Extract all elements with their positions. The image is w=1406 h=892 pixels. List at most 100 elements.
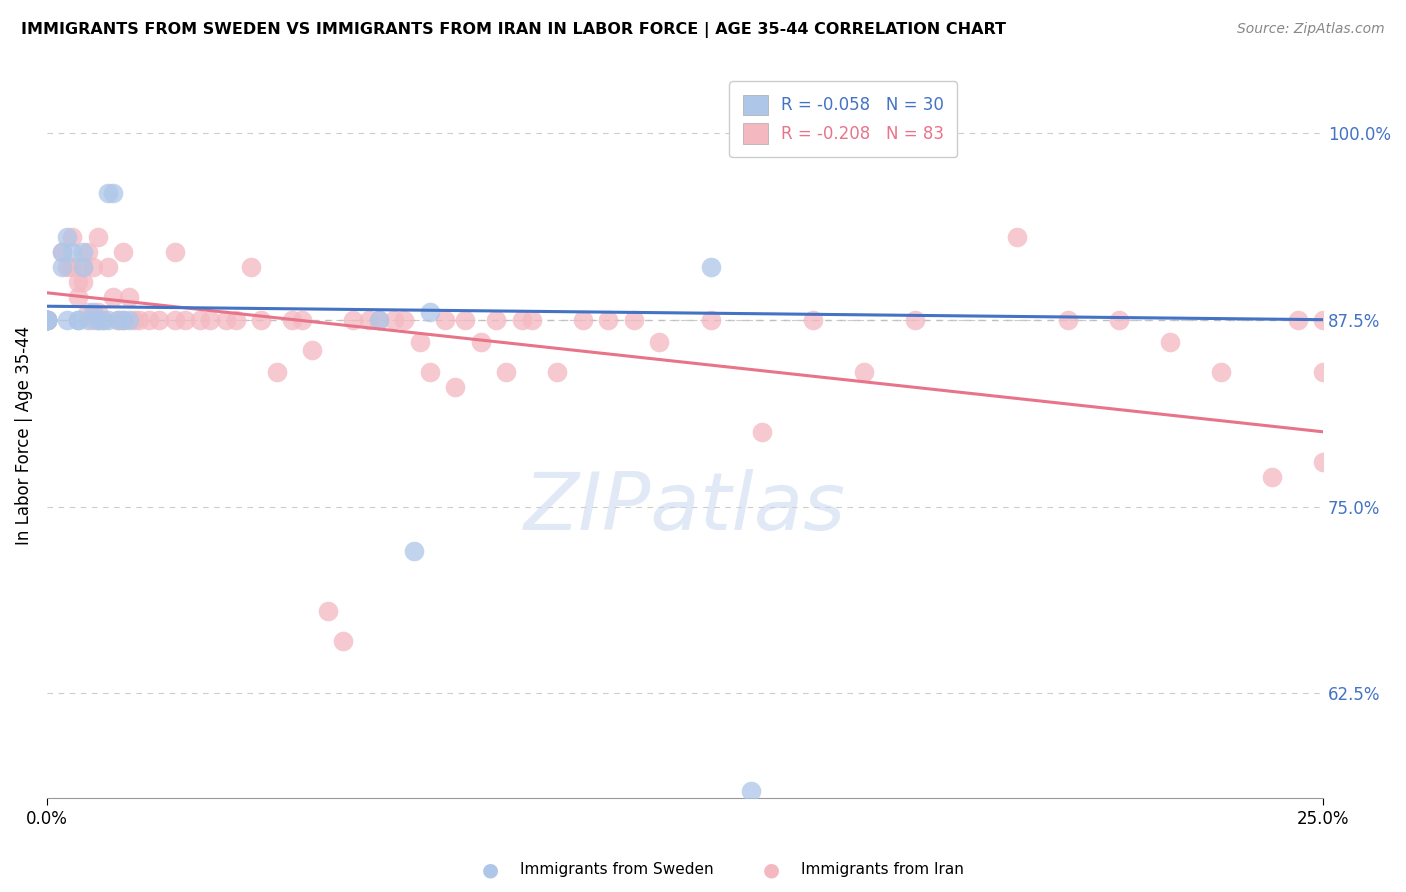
Text: IMMIGRANTS FROM SWEDEN VS IMMIGRANTS FROM IRAN IN LABOR FORCE | AGE 35-44 CORREL: IMMIGRANTS FROM SWEDEN VS IMMIGRANTS FRO… xyxy=(21,22,1007,38)
Point xyxy=(107,312,129,326)
Point xyxy=(35,312,58,326)
Point xyxy=(97,186,120,200)
Point xyxy=(51,260,73,275)
Point xyxy=(56,230,79,244)
Point xyxy=(1286,312,1309,326)
Point xyxy=(394,312,416,326)
Point xyxy=(1159,335,1181,350)
Text: Immigrants from Iran: Immigrants from Iran xyxy=(801,863,965,877)
Point xyxy=(103,290,125,304)
Point xyxy=(1261,469,1284,483)
Point xyxy=(367,312,389,326)
Point xyxy=(240,260,263,275)
Point xyxy=(404,544,426,558)
Point xyxy=(76,245,98,260)
Point xyxy=(281,312,304,326)
Point xyxy=(117,312,139,326)
Point xyxy=(66,275,89,289)
Point xyxy=(112,312,135,326)
Point xyxy=(35,312,58,326)
Point xyxy=(342,312,364,326)
Point xyxy=(434,312,457,326)
Point xyxy=(1057,312,1080,326)
Point xyxy=(740,783,762,797)
Text: ZIPatlas: ZIPatlas xyxy=(524,469,846,547)
Point xyxy=(87,312,110,326)
Point xyxy=(904,312,927,326)
Point xyxy=(35,312,58,326)
Point xyxy=(332,634,354,648)
Point xyxy=(35,312,58,326)
Point xyxy=(801,312,824,326)
Point xyxy=(87,230,110,244)
Point xyxy=(62,245,84,260)
Point xyxy=(301,343,323,357)
Point xyxy=(1209,365,1232,379)
Point xyxy=(266,365,288,379)
Point xyxy=(76,305,98,319)
Point xyxy=(107,312,129,326)
Text: Source: ZipAtlas.com: Source: ZipAtlas.com xyxy=(1237,22,1385,37)
Point xyxy=(1108,312,1130,326)
Point xyxy=(117,290,139,304)
Point xyxy=(82,260,104,275)
Point xyxy=(66,290,89,304)
Point xyxy=(598,312,620,326)
Point xyxy=(485,312,508,326)
Point xyxy=(35,312,58,326)
Point xyxy=(87,305,110,319)
Point xyxy=(103,186,125,200)
Text: Immigrants from Sweden: Immigrants from Sweden xyxy=(520,863,714,877)
Point xyxy=(97,260,120,275)
Point xyxy=(382,312,405,326)
Point xyxy=(35,312,58,326)
Point xyxy=(291,312,314,326)
Point xyxy=(62,230,84,244)
Point xyxy=(648,335,671,350)
Point xyxy=(225,312,247,326)
Point xyxy=(444,380,467,394)
Point xyxy=(87,312,110,326)
Point xyxy=(316,604,339,618)
Point xyxy=(188,312,211,326)
Point xyxy=(572,312,595,326)
Y-axis label: In Labor Force | Age 35-44: In Labor Force | Age 35-44 xyxy=(15,326,32,545)
Point xyxy=(852,365,875,379)
Point xyxy=(97,312,120,326)
Point xyxy=(35,312,58,326)
Point xyxy=(35,312,58,326)
Point xyxy=(173,312,195,326)
Point xyxy=(72,245,94,260)
Point xyxy=(1312,365,1334,379)
Point xyxy=(623,312,645,326)
Point xyxy=(1312,312,1334,326)
Point xyxy=(72,275,94,289)
Point xyxy=(56,260,79,275)
Point xyxy=(35,312,58,326)
Point xyxy=(72,260,94,275)
Point xyxy=(91,312,114,326)
Point xyxy=(35,312,58,326)
Point xyxy=(82,312,104,326)
Point xyxy=(510,312,533,326)
Point xyxy=(546,365,568,379)
Point xyxy=(1312,455,1334,469)
Point xyxy=(76,312,98,326)
Point xyxy=(250,312,273,326)
Point xyxy=(35,312,58,326)
Point xyxy=(214,312,236,326)
Point xyxy=(163,245,186,260)
Point xyxy=(1005,230,1028,244)
Point xyxy=(520,312,543,326)
Point xyxy=(148,312,170,326)
Point xyxy=(35,312,58,326)
Point xyxy=(122,312,145,326)
Point xyxy=(35,312,58,326)
Point xyxy=(128,312,150,326)
Text: ●: ● xyxy=(482,860,499,880)
Point xyxy=(408,335,430,350)
Point xyxy=(163,312,186,326)
Point xyxy=(419,305,441,319)
Point xyxy=(112,245,135,260)
Point xyxy=(751,425,773,439)
